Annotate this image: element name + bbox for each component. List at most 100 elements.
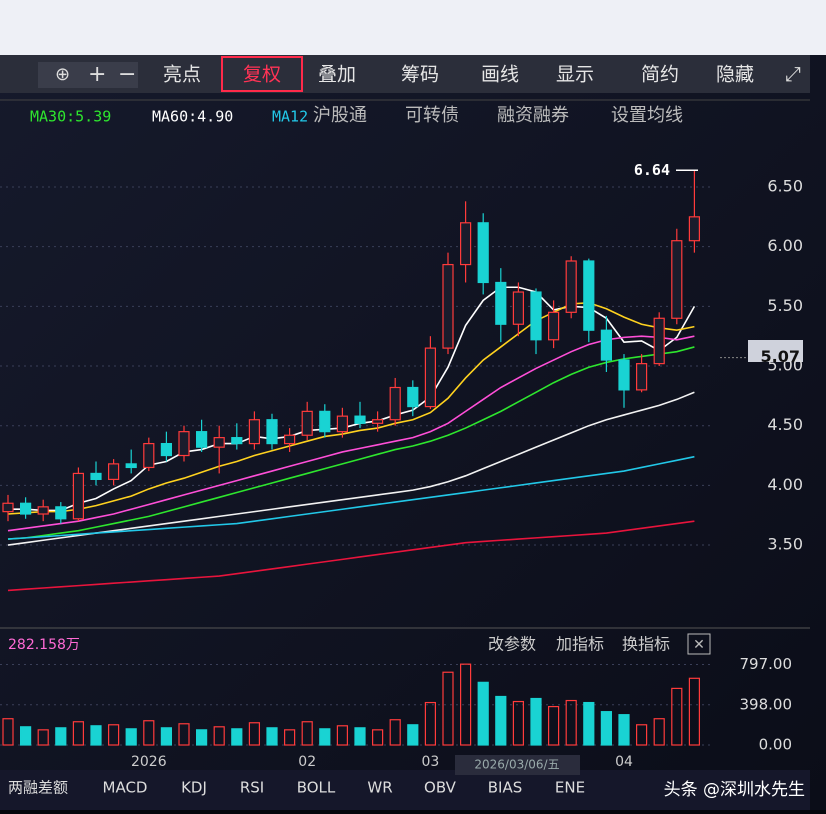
volume-bar bbox=[160, 727, 172, 746]
candle-body bbox=[20, 502, 32, 515]
volume-bar bbox=[90, 725, 102, 746]
toolbar-button[interactable]: 亮点 bbox=[163, 64, 201, 86]
volume-bar bbox=[407, 724, 419, 746]
volume-action[interactable]: 换指标 bbox=[622, 635, 670, 654]
volume-action[interactable]: 加指标 bbox=[556, 635, 604, 654]
toolbar-button[interactable]: 显示 bbox=[556, 64, 594, 86]
toolbar-button[interactable]: 简约 bbox=[641, 64, 679, 86]
volume-bar bbox=[20, 726, 32, 746]
y-tick-label: 0.00 bbox=[759, 736, 792, 754]
volume-bar bbox=[547, 705, 560, 746]
volume-bar bbox=[55, 727, 67, 746]
ma-line bbox=[7, 335, 695, 532]
candle-body bbox=[460, 222, 472, 266]
bezel bbox=[0, 0, 826, 55]
x-tick-label: 04 bbox=[615, 754, 633, 770]
volume-bar bbox=[618, 714, 630, 746]
x-tick-label: 2026 bbox=[131, 754, 167, 770]
candle-body bbox=[107, 463, 120, 480]
tab[interactable]: ENE bbox=[555, 779, 585, 797]
volume-bar bbox=[565, 699, 577, 746]
candle-body bbox=[72, 472, 85, 520]
close-icon: ✕ bbox=[693, 637, 705, 653]
candle-body bbox=[389, 386, 401, 421]
volume-bar bbox=[284, 729, 296, 746]
toolbar-button[interactable]: 隐藏 bbox=[716, 64, 754, 86]
fullscreen-icon[interactable]: ⤢ bbox=[785, 62, 801, 86]
volume-bar bbox=[319, 728, 331, 746]
volume-bar bbox=[266, 727, 278, 746]
candle-body bbox=[125, 463, 137, 469]
candle-body bbox=[565, 260, 577, 313]
close-button[interactable] bbox=[687, 633, 711, 655]
active-button-frame bbox=[221, 56, 303, 92]
indicator-link[interactable]: 融资融券 bbox=[497, 105, 569, 126]
high-marker: 6.64 bbox=[634, 161, 670, 179]
ma-line bbox=[8, 286, 696, 512]
volume-bar bbox=[600, 711, 613, 746]
candle-body bbox=[547, 311, 560, 341]
indicator-link[interactable]: 设置均线 bbox=[611, 105, 683, 126]
volume-bar bbox=[107, 724, 120, 746]
ma-label: MA30:5.39 bbox=[30, 108, 111, 126]
candle-body bbox=[178, 431, 190, 457]
indicator-link[interactable]: 可转债 bbox=[405, 105, 459, 126]
candle-body bbox=[671, 240, 683, 319]
volume-label: 282.158万 bbox=[8, 637, 80, 653]
ma-line bbox=[7, 346, 695, 540]
candle-body bbox=[90, 472, 102, 480]
tab[interactable]: BOLL bbox=[297, 779, 336, 797]
tab[interactable]: OBV bbox=[424, 779, 457, 797]
watermark: 头条 @深圳水先生 bbox=[664, 780, 805, 800]
zoom-out: − bbox=[118, 62, 136, 87]
ma-line bbox=[7, 455, 695, 540]
cursor-date-box bbox=[455, 755, 580, 775]
candle-body bbox=[618, 359, 630, 391]
tab-bar bbox=[0, 770, 810, 810]
last-price: 5.07 bbox=[761, 347, 800, 366]
tab[interactable]: BIAS bbox=[488, 779, 523, 797]
toolbar-button[interactable]: 筹码 bbox=[401, 64, 439, 86]
volume-bar bbox=[213, 726, 225, 746]
toolbar-button[interactable]: 复权 bbox=[243, 64, 281, 86]
zoom-buttons[interactable] bbox=[38, 62, 138, 88]
volume-bar bbox=[460, 663, 472, 746]
indicator-link[interactable]: 沪股通 bbox=[313, 105, 367, 126]
candle-body bbox=[160, 442, 172, 457]
volume-bar bbox=[635, 724, 648, 746]
candle-body bbox=[424, 347, 436, 408]
y-tick-label: 5.50 bbox=[767, 296, 803, 315]
y-tick-label: 6.00 bbox=[767, 236, 803, 255]
volume-action[interactable]: 改参数 bbox=[488, 635, 536, 654]
x-tick-label: 03 bbox=[421, 754, 439, 770]
volume-bar bbox=[530, 697, 542, 746]
y-tick-label: 4.50 bbox=[767, 415, 803, 434]
candle-body bbox=[213, 437, 225, 448]
candle-body bbox=[2, 502, 14, 513]
candle-body bbox=[336, 415, 348, 433]
volume-bar bbox=[442, 671, 454, 746]
tab[interactable]: WR bbox=[367, 779, 392, 797]
volume-bar bbox=[424, 701, 436, 746]
volume-bar bbox=[372, 729, 384, 746]
candle-body bbox=[55, 506, 67, 520]
cursor-date: 2026/03/06/五 bbox=[474, 758, 559, 772]
tab[interactable]: MACD bbox=[103, 779, 148, 797]
candle-body bbox=[266, 419, 278, 445]
tab[interactable]: KDJ bbox=[181, 779, 207, 797]
volume-bar bbox=[196, 729, 208, 746]
toolbar-button[interactable]: 画线 bbox=[481, 64, 519, 86]
price-tag bbox=[748, 340, 803, 362]
candle-body bbox=[372, 419, 384, 424]
candle-body bbox=[231, 437, 243, 445]
candle-body bbox=[512, 291, 525, 325]
ma-label: MA60:4.90 bbox=[152, 108, 233, 126]
tab[interactable]: 两融差额 bbox=[8, 779, 68, 797]
toolbar-button[interactable]: 叠加 bbox=[318, 64, 356, 86]
ma-line bbox=[7, 520, 695, 592]
tab[interactable]: RSI bbox=[240, 779, 264, 797]
y-tick-label: 398.00 bbox=[740, 695, 793, 713]
volume-bar bbox=[2, 718, 14, 746]
y-tick-label: 4.00 bbox=[767, 475, 803, 494]
volume-bar bbox=[477, 681, 489, 746]
